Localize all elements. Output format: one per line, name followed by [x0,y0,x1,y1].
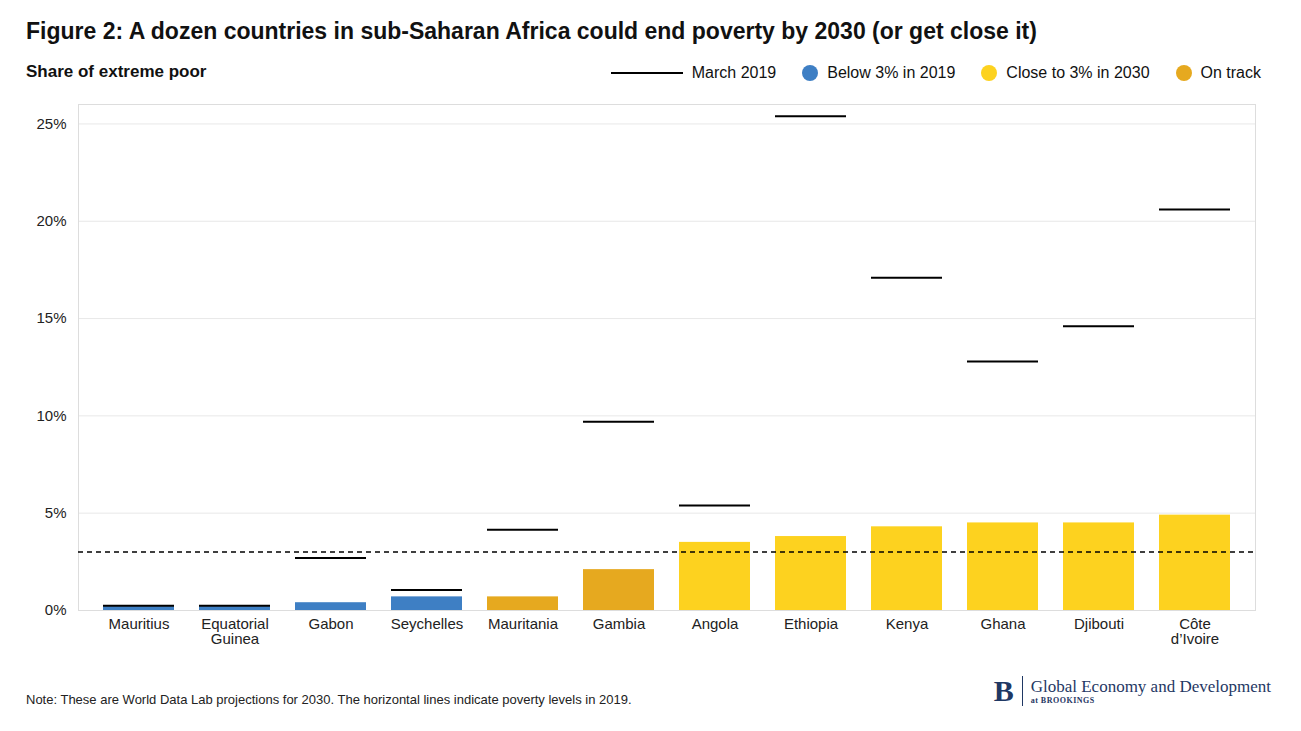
html-text:at BROOKINGS: at BROOKINGS [1030,695,1095,705]
svg-text:EquatorialGuinea: EquatorialGuinea [201,615,269,647]
svg-text:Djibouti: Djibouti [1074,615,1124,632]
html-text:Share of extreme poor: Share of extreme poor [26,62,207,81]
svg-text:10%: 10% [36,407,66,424]
svg-text:Côted’Ivoire: Côted’Ivoire [1171,615,1219,647]
html-text:Note: These are World Data Lab: Note: These are World Data Lab projectio… [26,692,632,707]
svg-text:0%: 0% [45,601,67,618]
svg-text:25%: 25% [36,115,66,132]
svg-text:Angola: Angola [692,615,739,632]
html-text:March 2019: March 2019 [691,64,777,81]
svg-text:Ghana: Ghana [980,615,1026,632]
svg-text:Gambia: Gambia [593,615,646,632]
svg-text:Kenya: Kenya [886,615,929,632]
svg-text:Mauritania: Mauritania [488,615,559,632]
html-text:Below 3% in 2019: Below 3% in 2019 [827,64,956,81]
html-text:B: B [993,674,1014,707]
svg-text:Ethiopia: Ethiopia [784,615,839,632]
svg-text:Mauritius: Mauritius [109,615,170,632]
svg-text:Gabon: Gabon [308,615,353,632]
html-text:Figure 2: A dozen countries in: Figure 2: A dozen countries in sub-Sahar… [26,18,1037,44]
svg-text:Seychelles: Seychelles [391,615,464,632]
svg-text:20%: 20% [36,212,66,229]
html-text:Global Economy and Development: Global Economy and Development [1030,676,1271,696]
svg-text:15%: 15% [36,309,66,326]
html-text:Close to 3% in 2030: Close to 3% in 2030 [1006,64,1150,81]
svg-text:5%: 5% [45,504,67,521]
html-text:On track: On track [1200,64,1261,81]
